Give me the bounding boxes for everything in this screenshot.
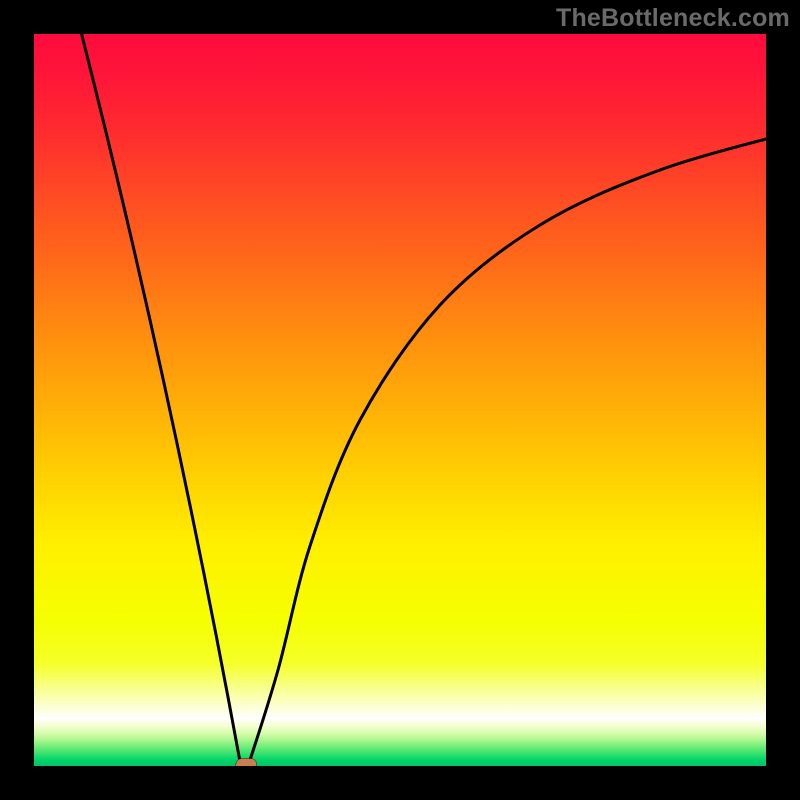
chart-container: TheBottleneck.com — [0, 0, 800, 800]
watermark-label: TheBottleneck.com — [556, 4, 790, 33]
plot-background — [34, 34, 766, 766]
chart-svg — [0, 0, 800, 800]
